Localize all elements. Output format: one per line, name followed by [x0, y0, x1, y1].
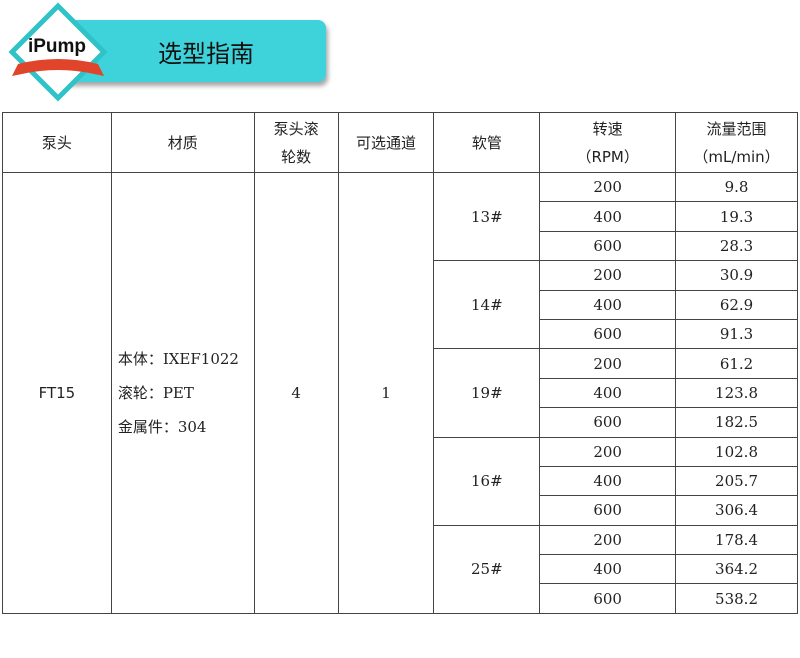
ipump-logo-badge [8, 2, 108, 102]
logo-text: iPump [27, 36, 87, 57]
material-line: 本体：IXEF1022 [117, 349, 239, 368]
flow-cell: 62.9 [675, 289, 798, 320]
page-title: 选型指南 [158, 40, 254, 68]
col-rollers-label: 泵头滚轮数 [273, 119, 319, 166]
flow-cell: 205.7 [675, 465, 798, 497]
table-row: 600 28.3 [3, 230, 798, 262]
flow-cell: 9.8 [675, 171, 798, 203]
flow-cell: 364.2 [675, 554, 798, 585]
selection-table: 泵头 材质 泵头滚轮数 可选通道 软管 转速 （RPM） 流量范围 （mL/min）… [2, 112, 798, 614]
flow-cell: 182.5 [675, 407, 798, 438]
flow-cell: 28.3 [675, 230, 798, 262]
speed-cell: 200 [539, 171, 677, 203]
speed-cell: 400 [539, 201, 677, 232]
flow-cell: 19.3 [675, 201, 798, 232]
tube-cell: 25# [433, 524, 541, 614]
col-flow: 流量范围 （mL/min） [675, 112, 798, 173]
flow-cell: 178.4 [675, 524, 798, 556]
speed-cell: 600 [539, 318, 677, 350]
flow-cell: 30.9 [675, 260, 798, 291]
material-cell: 本体：IXEF1022 滚轮：PET 金属件：304 [110, 172, 255, 614]
material-line: 滚轮：PET [117, 383, 194, 402]
speed-cell: 200 [539, 524, 677, 556]
col-flow-l1: 流量范围 [706, 119, 767, 138]
col-pump-head: 泵头 [2, 112, 112, 173]
speed-cell: 200 [539, 348, 677, 379]
col-tube: 软管 [433, 112, 541, 173]
col-rollers: 泵头滚轮数 [253, 112, 339, 173]
table-row: 14# 200 30.9 [3, 260, 798, 350]
col-channels: 可选通道 [337, 112, 435, 173]
header-row: 泵头 材质 泵头滚轮数 可选通道 软管 转速 （RPM） 流量范围 （mL/min） [2, 112, 798, 173]
tube-cell: 14# [433, 260, 541, 350]
flow-cell: 102.8 [675, 436, 798, 467]
table-row: 19# 200 61.2 [3, 348, 798, 438]
col-speed-l2: （RPM） [576, 147, 639, 166]
table-row: 16# 200 102.8 [3, 436, 798, 526]
speed-cell: 200 [539, 436, 677, 467]
speed-cell: 200 [539, 260, 677, 291]
table-row: 400 205.7 [3, 465, 798, 497]
speed-cell: 400 [539, 465, 677, 497]
flow-cell: 306.4 [675, 495, 798, 526]
table-row: 400 364.2 [3, 554, 798, 585]
channels-cell: 1 [337, 172, 435, 614]
tube-cell: 16# [433, 436, 541, 526]
table-row: 600 182.5 [3, 407, 798, 438]
table-row: 600 91.3 [3, 318, 798, 350]
flow-cell: 538.2 [675, 583, 798, 614]
speed-cell: 600 [539, 583, 677, 614]
table-row: 600 538.2 [3, 583, 798, 614]
table-row: 400 62.9 [3, 289, 798, 320]
flow-cell: 123.8 [675, 377, 798, 409]
table-row: FT15 本体：IXEF1022 滚轮：PET 金属件：304 4 1 13# 200 9.8 [2, 171, 798, 614]
speed-cell: 600 [539, 230, 677, 262]
material-line: 金属件：304 [117, 417, 207, 436]
col-flow-l2: （mL/min） [693, 147, 780, 166]
speed-cell: 600 [539, 495, 677, 526]
speed-cell: 600 [539, 407, 677, 438]
col-speed: 转速 （RPM） [539, 112, 677, 173]
rollers-cell: 4 [253, 172, 339, 614]
table-row: 400 123.8 [3, 377, 798, 409]
flow-cell: 91.3 [675, 318, 798, 350]
pump-head-cell: FT15 [2, 172, 112, 614]
col-material: 材质 [110, 112, 255, 173]
speed-cell: 400 [539, 289, 677, 320]
speed-cell: 400 [539, 377, 677, 409]
flow-cell: 61.2 [675, 348, 798, 379]
speed-cell: 400 [539, 554, 677, 585]
col-speed-l1: 转速 [592, 119, 623, 138]
tube-cell: 13# [433, 171, 541, 262]
tube-cell: 19# [433, 348, 541, 438]
table-row: 25# 200 178.4 [3, 524, 798, 614]
